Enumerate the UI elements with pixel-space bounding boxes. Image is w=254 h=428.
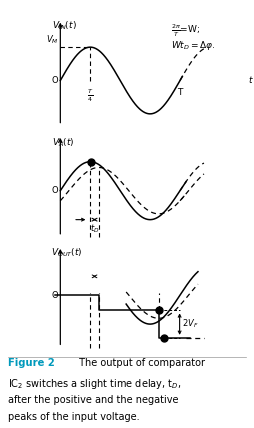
Text: Figure 2: Figure 2 bbox=[8, 358, 54, 368]
Text: $\frac{T}{4}$: $\frac{T}{4}$ bbox=[87, 88, 93, 104]
Text: $V_A(t)$: $V_A(t)$ bbox=[52, 136, 74, 149]
Text: $V_M$: $V_M$ bbox=[46, 34, 58, 47]
Text: T: T bbox=[177, 88, 183, 97]
Text: O: O bbox=[51, 291, 58, 300]
Text: O: O bbox=[51, 76, 58, 85]
Text: IC$_2$ switches a slight time delay, t$_D$,: IC$_2$ switches a slight time delay, t$_… bbox=[8, 377, 181, 391]
Text: O: O bbox=[51, 186, 58, 195]
Text: $Wt_D=\Delta\varphi.$: $Wt_D=\Delta\varphi.$ bbox=[171, 39, 215, 52]
Text: peaks of the input voltage.: peaks of the input voltage. bbox=[8, 413, 139, 422]
Text: $t_D$: $t_D$ bbox=[90, 223, 99, 235]
Text: $\frac{2\pi}{T}$=W;: $\frac{2\pi}{T}$=W; bbox=[171, 22, 200, 39]
Text: after the positive and the negative: after the positive and the negative bbox=[8, 395, 178, 405]
Text: The output of comparator: The output of comparator bbox=[76, 358, 205, 368]
Text: t: t bbox=[249, 76, 252, 85]
Text: $V_{OUT}(t)$: $V_{OUT}(t)$ bbox=[51, 247, 82, 259]
Text: $V_{IN}(t)$: $V_{IN}(t)$ bbox=[52, 20, 76, 32]
Text: $2V_F$: $2V_F$ bbox=[182, 318, 199, 330]
